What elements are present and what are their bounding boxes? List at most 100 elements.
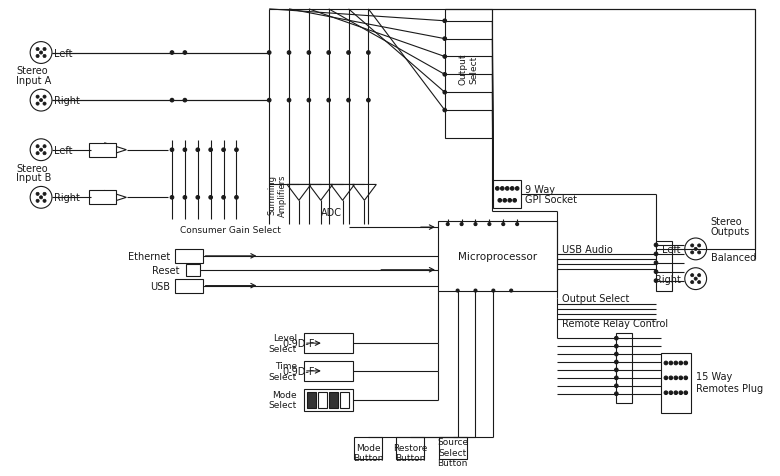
Text: Mode
Select: Mode Select: [269, 390, 297, 409]
Bar: [304, 361, 353, 381]
Text: Level
Select: Level Select: [269, 334, 297, 353]
Bar: [89, 143, 116, 158]
Circle shape: [43, 200, 46, 203]
Circle shape: [347, 51, 350, 55]
Circle shape: [615, 368, 618, 372]
Circle shape: [40, 196, 43, 199]
Text: Output
Select: Output Select: [459, 53, 478, 85]
Text: Microprocessor: Microprocessor: [458, 251, 537, 261]
Bar: [317, 392, 327, 408]
Text: 0-9D-F: 0-9D-F: [282, 366, 315, 376]
Circle shape: [36, 200, 39, 203]
Circle shape: [36, 152, 39, 156]
Text: Output Select: Output Select: [562, 294, 629, 304]
Circle shape: [43, 152, 46, 156]
Circle shape: [664, 376, 668, 380]
Bar: [175, 279, 203, 293]
Circle shape: [509, 289, 512, 292]
Circle shape: [685, 268, 707, 290]
Bar: [493, 181, 521, 209]
Circle shape: [654, 253, 658, 256]
Circle shape: [513, 199, 516, 203]
Circle shape: [170, 99, 174, 103]
Bar: [89, 191, 116, 205]
Circle shape: [209, 196, 212, 200]
Text: Ethernet: Ethernet: [128, 251, 170, 261]
Circle shape: [268, 99, 271, 103]
Circle shape: [443, 109, 446, 113]
Bar: [661, 353, 691, 413]
Circle shape: [36, 55, 39, 59]
Circle shape: [287, 99, 291, 103]
Circle shape: [690, 281, 693, 284]
Bar: [439, 437, 466, 459]
Circle shape: [684, 376, 687, 380]
Circle shape: [307, 51, 310, 55]
Circle shape: [495, 187, 499, 191]
Circle shape: [183, 51, 186, 55]
Circle shape: [685, 238, 707, 260]
Circle shape: [615, 345, 618, 348]
Circle shape: [443, 38, 446, 41]
Circle shape: [501, 187, 504, 191]
Circle shape: [36, 96, 39, 99]
Circle shape: [183, 99, 186, 103]
Circle shape: [674, 361, 678, 365]
Bar: [656, 241, 672, 291]
Circle shape: [443, 20, 446, 23]
Circle shape: [654, 279, 658, 283]
Circle shape: [36, 193, 39, 196]
Text: Right: Right: [54, 96, 80, 106]
Text: Balanced: Balanced: [711, 252, 756, 262]
Text: Summing
Amplifiers: Summing Amplifiers: [268, 174, 287, 216]
Circle shape: [615, 353, 618, 356]
Circle shape: [43, 55, 46, 59]
Circle shape: [697, 251, 700, 255]
Circle shape: [474, 223, 477, 226]
Circle shape: [510, 187, 514, 191]
Circle shape: [36, 49, 39, 51]
Text: 9 Way: 9 Way: [525, 185, 555, 195]
Bar: [307, 392, 316, 408]
Circle shape: [367, 99, 370, 103]
Circle shape: [183, 149, 186, 152]
Text: Reset: Reset: [152, 265, 180, 275]
Bar: [304, 389, 353, 411]
Circle shape: [367, 51, 370, 55]
Circle shape: [43, 145, 46, 149]
Bar: [175, 249, 203, 263]
Circle shape: [615, 384, 618, 388]
Circle shape: [30, 139, 52, 161]
Circle shape: [347, 99, 350, 103]
Bar: [186, 264, 200, 276]
Circle shape: [327, 51, 331, 55]
Circle shape: [443, 73, 446, 77]
Circle shape: [690, 251, 693, 255]
Circle shape: [268, 51, 271, 55]
Circle shape: [43, 49, 46, 51]
Text: Input A: Input A: [16, 76, 51, 86]
Text: Left: Left: [54, 49, 73, 59]
Circle shape: [222, 196, 225, 200]
Circle shape: [615, 337, 618, 340]
Circle shape: [503, 199, 506, 203]
Circle shape: [36, 145, 39, 149]
Circle shape: [679, 376, 682, 380]
Text: Remotes Plug: Remotes Plug: [696, 383, 763, 393]
Circle shape: [443, 56, 446, 59]
Circle shape: [508, 199, 512, 203]
Bar: [438, 222, 557, 291]
Circle shape: [615, 376, 618, 380]
Bar: [339, 392, 349, 408]
Circle shape: [615, 392, 618, 396]
Circle shape: [170, 196, 174, 200]
Circle shape: [674, 376, 678, 380]
Circle shape: [43, 193, 46, 196]
Circle shape: [170, 149, 174, 152]
Circle shape: [674, 391, 678, 395]
Text: Input B: Input B: [16, 173, 51, 183]
Circle shape: [669, 361, 672, 365]
Circle shape: [516, 223, 519, 226]
Circle shape: [488, 223, 491, 226]
Circle shape: [684, 361, 687, 365]
